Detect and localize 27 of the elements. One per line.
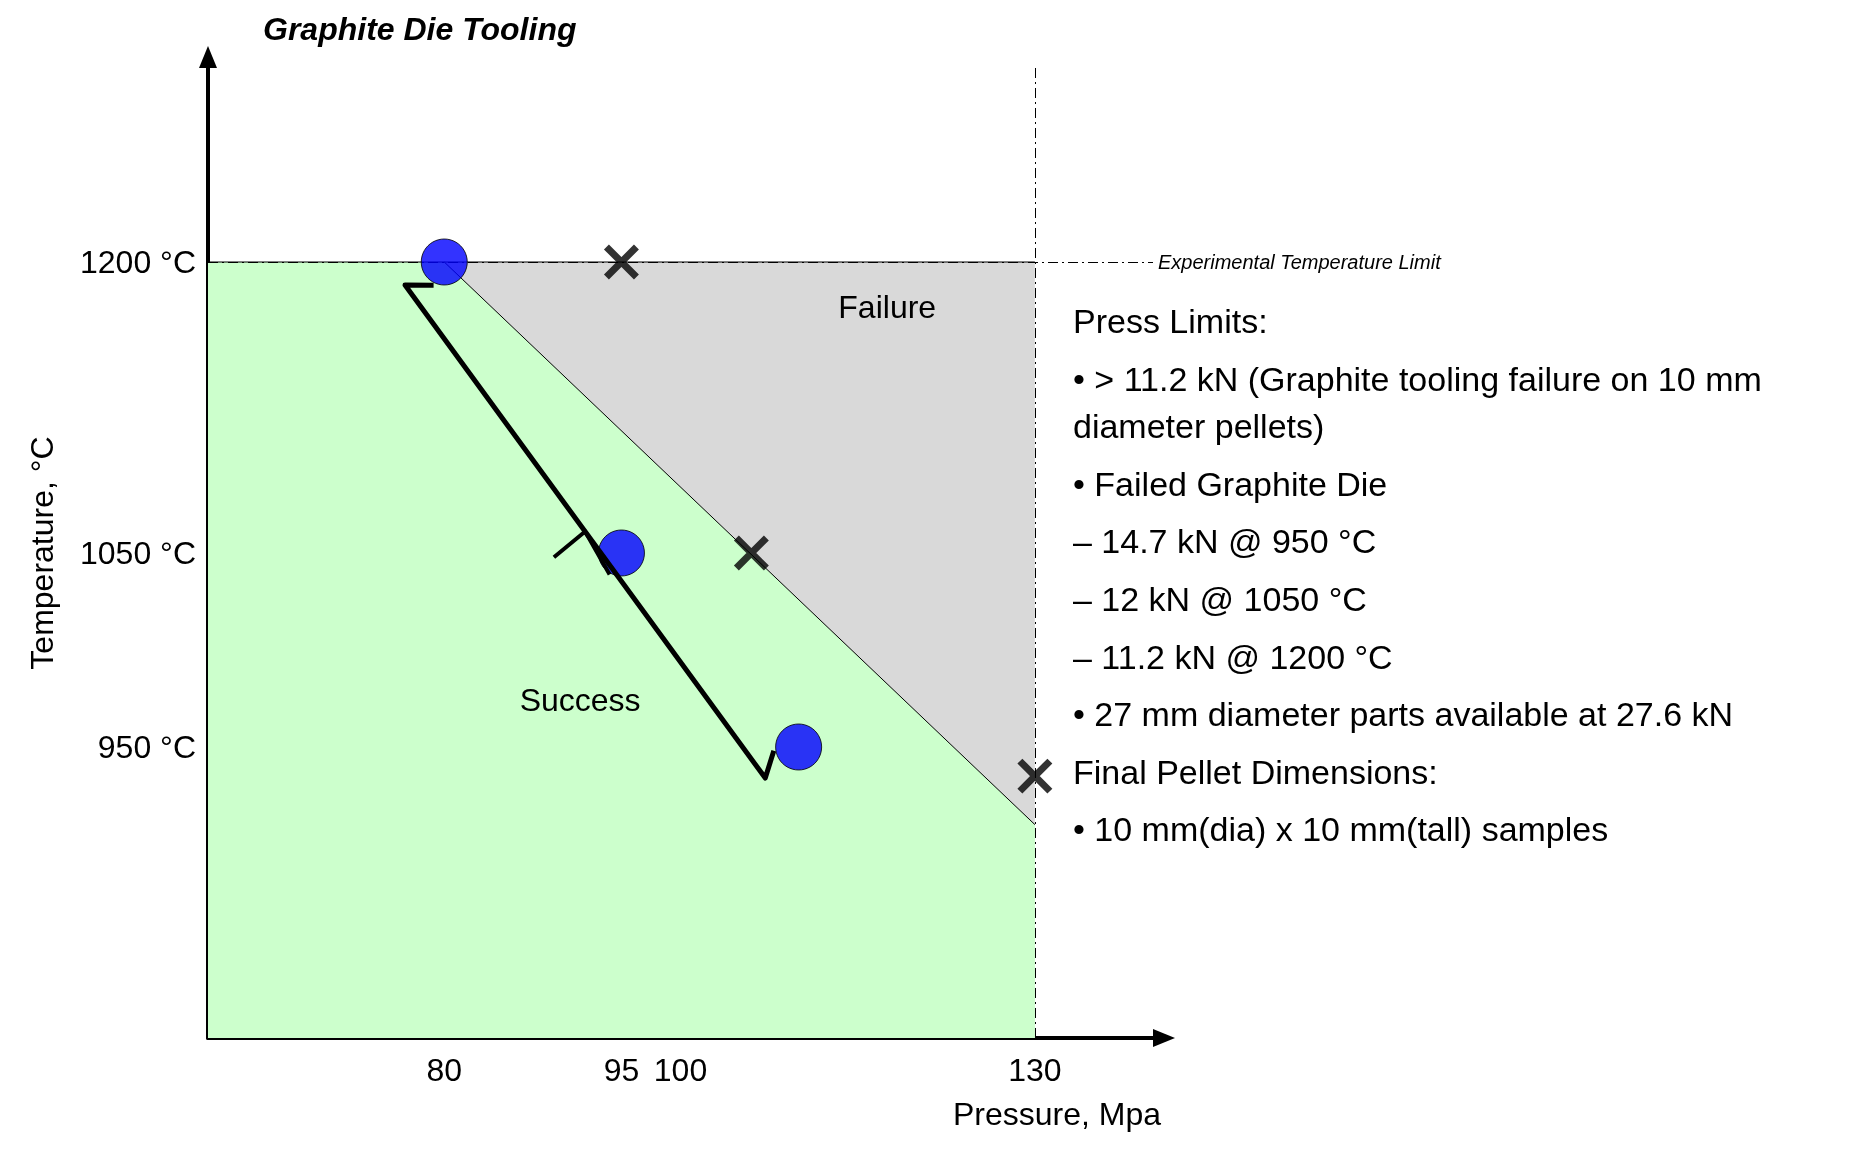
annotation: Press Limits: <box>1073 301 1269 342</box>
chart-title: Graphite Die Tooling <box>263 11 577 47</box>
point <box>1016 757 1054 795</box>
y-tick-label: 1050 °C <box>80 535 196 571</box>
annotation: – 14.7 kN @ 950 °C <box>1073 521 1378 563</box>
x-tick-label: 95 <box>603 1052 640 1088</box>
point <box>775 723 823 771</box>
y-tick-label: 1200 °C <box>80 244 196 280</box>
point <box>602 243 640 281</box>
annotation: • Failed Graphite Die <box>1073 463 1389 505</box>
series-label: Success <box>519 682 641 719</box>
x-tick-label: 80 <box>426 1052 463 1088</box>
y-axis-title: Temperature, °C <box>24 436 60 670</box>
x-tick-label: 100 <box>653 1052 708 1088</box>
point <box>732 534 770 572</box>
series-label: Failure <box>838 289 937 325</box>
annotation: • > 11.2 kN (Graphite tooling failure on 10 mm diameter pellets) <box>1073 358 1763 448</box>
annotation: Final Pellet Dimensions: <box>1073 751 1439 793</box>
x-axis-title: Pressure, Mpa <box>953 1096 1162 1132</box>
annotation: • 27 mm diameter parts available at 27.6 kN <box>1073 694 1735 736</box>
point <box>420 238 468 286</box>
x-tick-label: 130 <box>1008 1052 1062 1088</box>
annotation: • 10 mm(dia) x 10 mm(tall) samples <box>1073 809 1610 851</box>
ref-line-label: Experimental Temperature Limit <box>1158 251 1443 273</box>
annotation: – 11.2 kN @ 1200 °C <box>1073 636 1394 678</box>
y-tick-label: 950 °C <box>97 729 196 765</box>
annotation: – 12 kN @ 1050 °C <box>1073 578 1368 620</box>
